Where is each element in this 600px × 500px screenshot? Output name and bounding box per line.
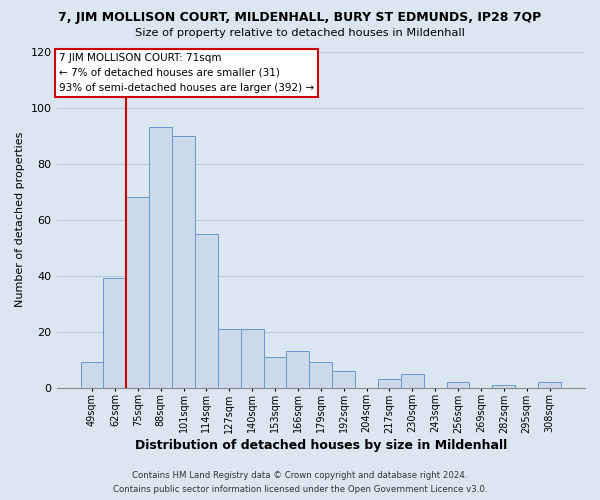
Bar [401,374,424,388]
Bar [538,382,561,388]
Bar [103,278,127,388]
Y-axis label: Number of detached properties: Number of detached properties [15,132,25,307]
Bar [263,357,286,388]
Bar [286,351,310,388]
Text: Contains HM Land Registry data © Crown copyright and database right 2024.
Contai: Contains HM Land Registry data © Crown c… [113,472,487,494]
Bar [241,329,263,388]
Bar [80,362,103,388]
Bar [378,379,401,388]
Text: Size of property relative to detached houses in Mildenhall: Size of property relative to detached ho… [135,28,465,38]
Bar [493,385,515,388]
Bar [149,127,172,388]
X-axis label: Distribution of detached houses by size in Mildenhall: Distribution of detached houses by size … [134,440,507,452]
Bar [332,371,355,388]
Text: 7, JIM MOLLISON COURT, MILDENHALL, BURY ST EDMUNDS, IP28 7QP: 7, JIM MOLLISON COURT, MILDENHALL, BURY … [58,12,542,24]
Text: 7 JIM MOLLISON COURT: 71sqm
← 7% of detached houses are smaller (31)
93% of semi: 7 JIM MOLLISON COURT: 71sqm ← 7% of deta… [59,53,314,93]
Bar [127,197,149,388]
Bar [195,234,218,388]
Bar [218,329,241,388]
Bar [172,136,195,388]
Bar [446,382,469,388]
Bar [310,362,332,388]
